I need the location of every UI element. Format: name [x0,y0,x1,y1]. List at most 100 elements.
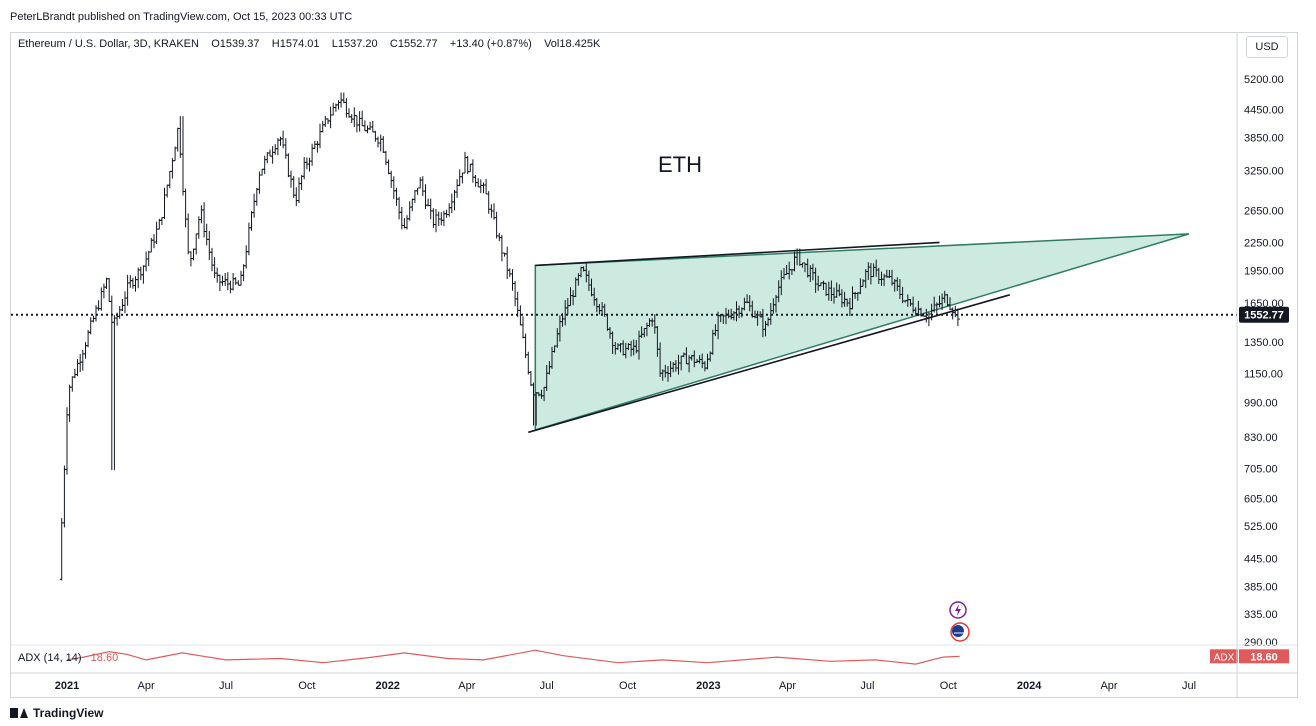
candle [360,110,365,127]
symbol-name[interactable]: Ethereum / U.S. Dollar, 3D, KRAKEN [18,38,199,50]
candle [281,130,286,149]
candle [101,283,106,299]
candle [181,116,185,196]
candle [455,179,460,198]
candle [152,234,156,249]
candle [510,269,515,291]
tradingview-brand[interactable]: TradingView [10,706,103,720]
y-tick-label: 2250.00 [1244,237,1284,249]
candle [397,196,402,220]
candle [320,120,325,133]
candle [407,201,412,221]
y-tick-label: 1150.00 [1244,368,1283,380]
candle [186,213,191,255]
candle [394,187,399,206]
candle [294,187,299,207]
candle [444,209,449,218]
candle [463,151,467,174]
trend-line-2 [528,294,1011,434]
candle [159,217,164,226]
candle [194,233,199,255]
candle [128,275,133,288]
trend-line-1 [535,241,940,267]
x-tick-label: Apr [458,680,475,692]
candle [162,187,167,219]
candle [75,359,80,377]
candle [225,272,230,291]
y-tick-label: 605.00 [1244,494,1278,506]
candle [165,184,170,198]
symbol-info: Ethereum / U.S. Dollar, 3D, KRAKEN O1539… [18,38,600,50]
candle [457,169,462,187]
candle [352,107,357,127]
candle [310,143,315,166]
candle [484,178,489,195]
candle [354,115,359,133]
candle [370,120,375,133]
candle [439,212,444,226]
candle [420,176,425,196]
candle [391,176,396,199]
candle [410,198,415,212]
candle [210,247,214,272]
currency-button[interactable]: USD [1246,36,1288,58]
candle [312,140,317,149]
candle [476,178,481,188]
y-tick-label: 4450.00 [1244,104,1284,116]
candle [368,121,373,130]
candle [241,264,246,282]
y-tick-label: 705.00 [1244,464,1278,476]
candle [125,274,130,306]
candle [146,250,151,267]
last-price-label: 1552.77 [1244,310,1284,322]
adx-name-badge [1210,649,1238,664]
candle [173,146,178,162]
candle [254,187,259,206]
candle [494,211,499,239]
candle [144,251,149,272]
chart-annotation: ETH [658,152,702,177]
candle [178,116,183,158]
candle [138,266,143,281]
candle [526,351,531,375]
candle [278,136,283,146]
candle [236,280,241,286]
y-tick-label: 445.00 [1244,554,1278,566]
candle [513,281,518,307]
y-tick-label: 830.00 [1244,432,1278,444]
x-tick-label: 2021 [55,680,79,692]
candle [515,291,520,318]
candle [357,111,362,132]
candle [434,209,438,233]
candle [381,136,386,153]
chart-frame [10,32,1298,698]
candle [486,191,491,214]
ohlc-high: H1574.01 [271,38,320,50]
candle [109,295,114,471]
candle [336,100,341,110]
adx-legend[interactable]: ADX (14, 14) 18.60 [18,652,118,664]
candle [481,182,486,194]
candle [341,92,346,104]
candle [478,179,483,194]
candle [452,190,457,211]
candle [202,202,207,238]
candle [228,280,233,294]
candle [499,234,504,262]
candle [323,115,328,127]
candle [91,315,96,323]
brand-name: TradingView [33,706,104,720]
candle [268,149,272,157]
candle [270,146,275,164]
candle [273,144,278,155]
candle [470,159,475,183]
y-tick-label: 990.00 [1244,398,1278,410]
y-tick-label: 3250.00 [1244,166,1284,178]
candle [331,102,336,116]
candle [130,277,135,289]
candle [412,190,417,203]
y-tick-label: 5200.00 [1244,74,1284,86]
candle [94,305,98,322]
